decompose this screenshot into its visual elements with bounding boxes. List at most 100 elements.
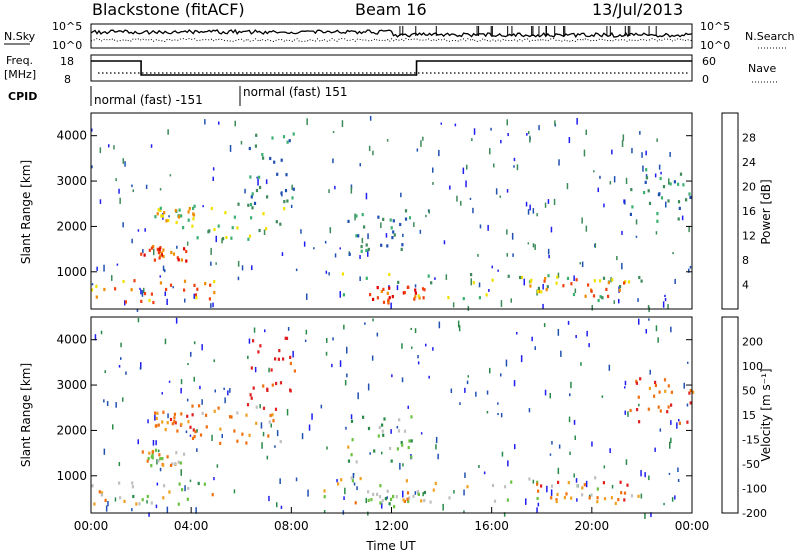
echo-cell bbox=[555, 498, 558, 502]
echo-cell bbox=[614, 501, 617, 505]
freq-frame bbox=[90, 54, 693, 82]
noise-cell bbox=[300, 229, 302, 234]
noise-cell bbox=[486, 411, 489, 414]
noise-cell bbox=[199, 385, 201, 390]
echo-cell bbox=[654, 380, 657, 384]
noise-cell bbox=[301, 433, 304, 440]
echo-cell bbox=[262, 406, 266, 410]
echo-cell bbox=[283, 207, 286, 211]
echo-cell bbox=[123, 499, 126, 503]
echo-cell bbox=[150, 246, 154, 250]
noise-cell bbox=[104, 370, 106, 374]
noise-cell bbox=[664, 294, 666, 297]
echo-cell bbox=[261, 153, 264, 157]
echo-cell bbox=[91, 288, 94, 292]
echo-cell bbox=[430, 281, 433, 285]
echo-cell bbox=[282, 357, 285, 361]
echo-cell bbox=[245, 441, 248, 445]
echo-cell bbox=[689, 195, 692, 199]
noise-cell bbox=[159, 188, 162, 191]
echo-cell bbox=[392, 219, 395, 223]
echo-cell bbox=[638, 275, 641, 280]
noise-cell bbox=[108, 144, 110, 148]
echo-cell bbox=[689, 401, 692, 405]
noise-cell bbox=[669, 152, 671, 157]
noise-cell bbox=[202, 205, 204, 208]
velocity-y-ticks: 1000 2000 3000 4000 bbox=[56, 333, 692, 483]
echo-cell bbox=[176, 429, 179, 433]
echo-cell bbox=[150, 455, 153, 459]
echo-cell bbox=[536, 480, 539, 484]
echo-cell bbox=[193, 434, 196, 439]
echo-cell bbox=[418, 296, 421, 300]
colorbar-tick-label: -200 bbox=[742, 507, 767, 520]
noise-cell bbox=[131, 508, 133, 512]
echo-cell bbox=[404, 209, 408, 213]
echo-cell bbox=[619, 480, 622, 484]
noise-cell bbox=[155, 504, 158, 509]
noise-cell bbox=[201, 399, 203, 405]
echo-cell bbox=[225, 235, 228, 240]
noise-cell bbox=[645, 150, 647, 156]
noise-cell bbox=[554, 120, 556, 126]
x-tick-label: 16:00 bbox=[474, 519, 509, 533]
echo-cell bbox=[217, 224, 220, 228]
echo-cell bbox=[254, 144, 257, 148]
noise-cell bbox=[396, 285, 399, 291]
echo-cell bbox=[177, 258, 180, 262]
noise-cell bbox=[435, 444, 437, 450]
noise-cell bbox=[140, 289, 142, 295]
noise-cell bbox=[585, 225, 588, 232]
echo-cell bbox=[636, 408, 639, 412]
echo-cell bbox=[667, 199, 670, 203]
noise-cell bbox=[553, 198, 556, 206]
noise-cell bbox=[339, 291, 341, 298]
echo-cell bbox=[237, 202, 240, 206]
echo-cell bbox=[161, 420, 164, 424]
echo-cell bbox=[491, 278, 494, 282]
nsky-label: N.Sky bbox=[4, 30, 36, 43]
noise-cell bbox=[456, 195, 458, 202]
noise-cell bbox=[146, 500, 148, 504]
noise-cell bbox=[326, 446, 328, 450]
noise-cell bbox=[644, 513, 646, 519]
echo-cell bbox=[166, 421, 169, 425]
noise-cell bbox=[94, 334, 97, 341]
noise-cell bbox=[139, 287, 141, 290]
echo-cell bbox=[601, 296, 604, 300]
noise-cell bbox=[523, 278, 525, 286]
nave-label: Nave bbox=[748, 62, 776, 75]
echo-cell bbox=[367, 247, 370, 251]
noise-cell bbox=[137, 318, 140, 323]
noise-cell bbox=[660, 171, 662, 175]
noise-cell bbox=[164, 291, 166, 297]
echo-cell bbox=[423, 498, 426, 503]
nsearch-label: N.Search bbox=[745, 30, 795, 43]
echo-cell bbox=[388, 272, 391, 277]
echo-cell bbox=[236, 439, 239, 443]
noise-cell bbox=[381, 451, 383, 455]
echo-cell bbox=[161, 214, 165, 218]
noise-cell bbox=[419, 229, 422, 234]
noise-cell bbox=[115, 178, 117, 182]
echo-cell bbox=[670, 403, 673, 407]
echo-cell bbox=[547, 274, 550, 278]
colorbar-tick-label: 100 bbox=[742, 360, 763, 373]
echo-cell bbox=[427, 274, 430, 278]
noise-cell bbox=[516, 164, 519, 171]
echo-cell bbox=[398, 418, 401, 422]
date-title: 13/Jul/2013 bbox=[592, 0, 683, 19]
echo-cell bbox=[159, 281, 162, 285]
echo-cell bbox=[590, 289, 593, 293]
echo-cell bbox=[380, 289, 383, 294]
noise-cell bbox=[544, 202, 547, 208]
noise-cell bbox=[166, 506, 169, 513]
noise-cell bbox=[91, 165, 93, 169]
echo-cell bbox=[399, 222, 402, 227]
nsky-left-tick-top: 10^5 bbox=[52, 20, 82, 33]
noise-cell bbox=[621, 262, 623, 270]
echo-cell bbox=[392, 494, 395, 499]
echo-cell bbox=[536, 290, 539, 294]
noise-cell bbox=[599, 175, 601, 179]
noise-cell bbox=[420, 432, 423, 435]
